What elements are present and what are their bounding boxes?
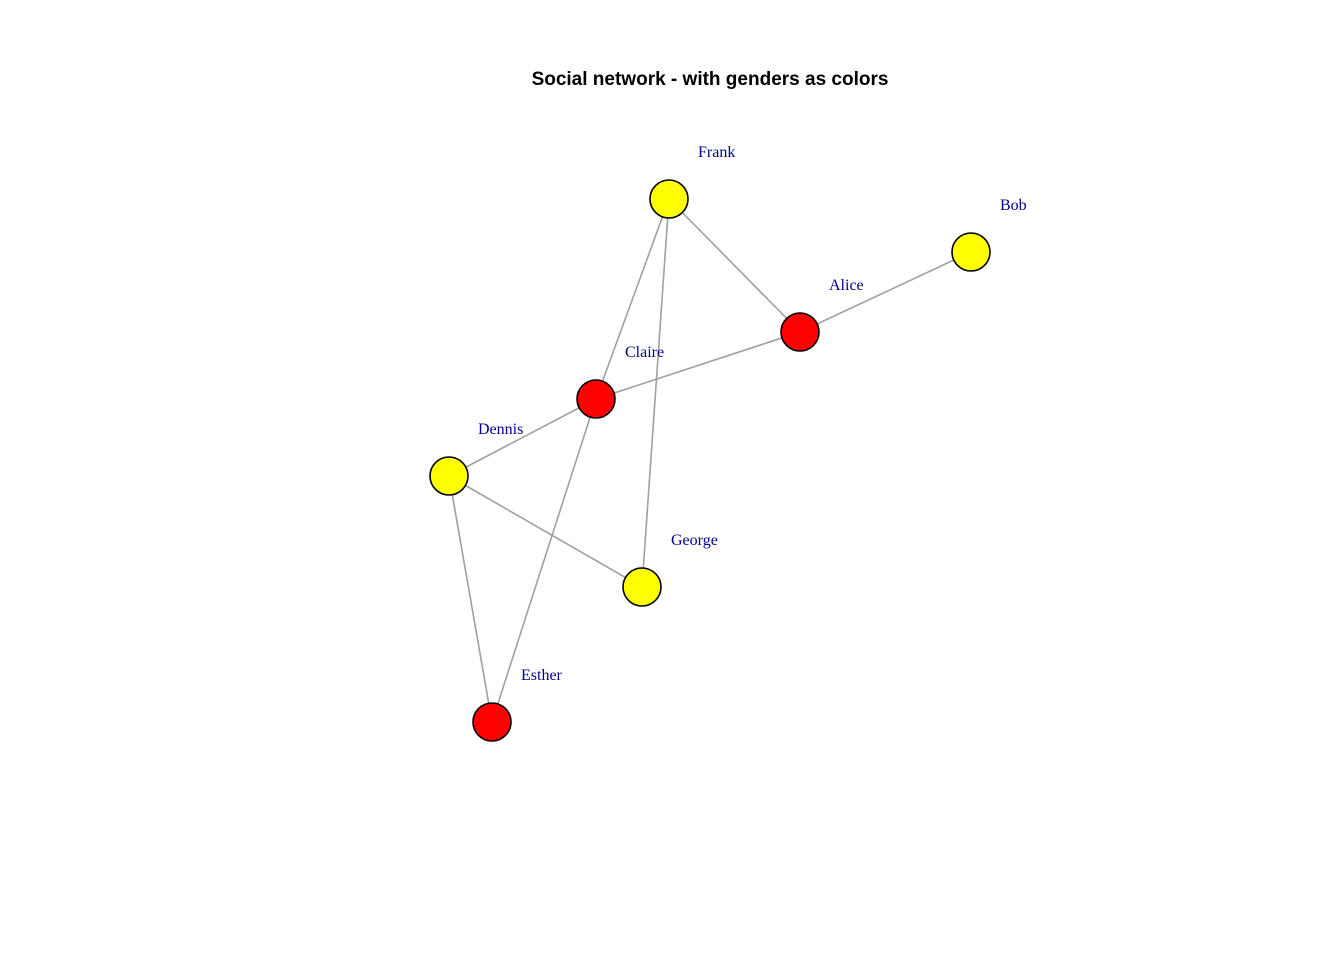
node-esther bbox=[472, 702, 512, 742]
edge-claire-esther bbox=[491, 398, 597, 723]
node-label-esther: Esther bbox=[521, 667, 563, 684]
edge-claire-frank bbox=[595, 198, 670, 400]
edge-alice-frank bbox=[668, 198, 801, 333]
labels-group: Alice Bob Claire Dennis Esther Frank George bbox=[478, 144, 1027, 684]
node-alice bbox=[780, 312, 820, 352]
edge-dennis-esther bbox=[448, 475, 493, 723]
node-bob bbox=[951, 232, 991, 272]
edge-frank-george bbox=[641, 198, 670, 588]
node-claire bbox=[576, 379, 616, 419]
node-label-claire: Claire bbox=[625, 344, 664, 361]
node-george bbox=[622, 567, 662, 607]
node-frank bbox=[649, 179, 689, 219]
node-label-frank: Frank bbox=[698, 144, 735, 161]
node-label-bob: Bob bbox=[1000, 197, 1027, 214]
nodes-group bbox=[429, 179, 991, 742]
edge-alice-claire bbox=[595, 331, 801, 400]
node-label-george: George bbox=[671, 532, 718, 549]
node-label-dennis: Dennis bbox=[478, 421, 523, 438]
edge-dennis-george bbox=[448, 475, 643, 588]
edge-claire-dennis bbox=[448, 398, 597, 477]
plot-title: Social network - with genders as colors bbox=[532, 69, 889, 90]
edges-group bbox=[448, 198, 972, 723]
node-label-alice: Alice bbox=[829, 277, 864, 294]
node-dennis bbox=[429, 456, 469, 496]
edge-alice-bob bbox=[799, 251, 972, 333]
